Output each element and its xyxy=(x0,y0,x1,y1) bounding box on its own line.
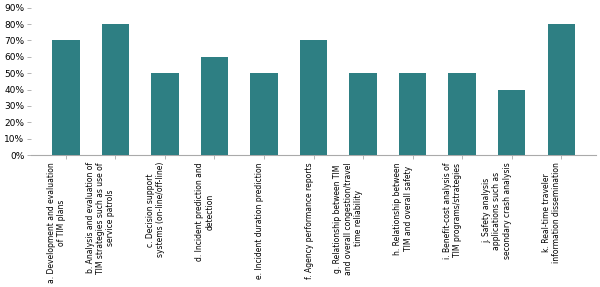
Bar xyxy=(448,73,476,155)
Bar xyxy=(250,73,278,155)
Bar xyxy=(498,90,525,155)
Bar xyxy=(548,24,575,155)
Bar xyxy=(349,73,377,155)
Bar xyxy=(151,73,179,155)
Bar xyxy=(52,40,80,155)
Bar xyxy=(300,40,327,155)
Bar xyxy=(201,57,228,155)
Bar xyxy=(102,24,129,155)
Bar xyxy=(399,73,426,155)
